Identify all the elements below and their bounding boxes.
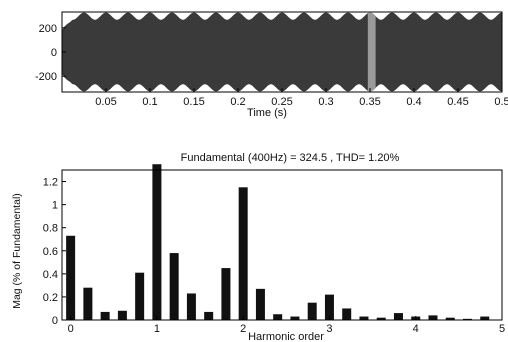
magnitude-axis-label: Mag (% of Fundamental) [11,193,23,309]
harmonic-tick-label: 3 [326,323,332,335]
signal-tick-label: 0 [51,47,57,59]
magnitude-tick-label: 1.2 [43,177,58,189]
time-tick-label: 0.25 [271,96,292,108]
harmonic-bar [117,310,127,320]
highlighted-cycle-window [367,12,376,92]
harmonic-bar [376,317,386,320]
time-tick-label: 0.3 [318,96,333,108]
harmonic-tick-label: 0 [68,323,74,335]
magnitude-tick-label: 0.6 [43,246,58,258]
waveform-trace [61,12,503,92]
time-signal-chart: 0.05 0.1 0.15 0.2 0.25 0.3 0.35 0.4 0.45 0.5 200 0 -… [35,11,508,119]
harmonic-bar [238,187,248,320]
harmonic-bar [100,311,110,320]
harmonic-order-axis-label: Harmonic order [248,331,324,342]
time-axis-label: Time (s) [247,107,287,119]
time-tick-label: 0.2 [230,96,245,108]
spectrum-title: Fundamental (400Hz) = 324.5 , THD= 1.20% [181,152,400,164]
harmonic-bar [152,164,162,320]
harmonic-bar [480,316,490,320]
harmonic-tick-label: 4 [413,323,419,335]
harmonic-bar [359,316,369,320]
harmonic-bars [66,164,490,320]
time-tick-label: 0.35 [359,96,380,108]
magnitude-tick-label: 0.2 [43,292,58,304]
harmonic-bar [290,316,300,320]
harmonic-bar [273,314,283,320]
harmonic-bar [255,288,265,320]
harmonic-bar [221,268,231,320]
harmonic-bar [307,302,317,320]
signal-tick-label: 200 [39,23,57,35]
signal-tick-label: -200 [35,71,57,83]
spectrum-plot-frame [61,169,503,321]
harmonic-bar [462,318,472,320]
harmonic-bar [186,293,196,320]
magnitude-tick-label: 0.8 [43,223,58,235]
spectrum-axes: 0 1 2 3 4 5 0 0.2 0.4 0.6 0.8 1 1.2 [43,177,505,335]
magnitude-tick-label: 0 [52,315,58,327]
time-tick-label: 0.4 [406,96,421,108]
harmonic-bar [428,315,438,320]
time-signal-axes: 0.05 0.1 0.15 0.2 0.25 0.3 0.35 0.4 0.45 0.5 200 0 -… [35,23,508,108]
harmonic-bar [393,313,403,320]
magnitude-tick-label: 1 [52,200,58,212]
harmonic-bar [66,235,76,320]
harmonic-bar [83,287,93,320]
harmonic-bar [342,308,352,320]
harmonic-tick-label: 5 [499,323,505,335]
time-tick-label: 0.45 [447,96,468,108]
harmonic-tick-label: 2 [240,323,246,335]
harmonic-bar [204,311,214,320]
magnitude-tick-label: 0.4 [43,269,58,281]
time-tick-label: 0.1 [142,96,157,108]
harmonic-bar [324,294,334,320]
harmonic-bar [445,317,455,320]
time-tick-label: 0.15 [183,96,204,108]
time-tick-label: 0.5 [494,96,508,108]
harmonic-spectrum-chart: Fundamental (400Hz) = 324.5 , THD= 1.20%… [11,152,505,342]
harmonic-tick-label: 1 [154,323,160,335]
harmonic-bar [169,253,179,320]
harmonic-bar [135,272,145,320]
time-tick-label: 0.05 [95,96,116,108]
waveform-area [61,12,503,92]
